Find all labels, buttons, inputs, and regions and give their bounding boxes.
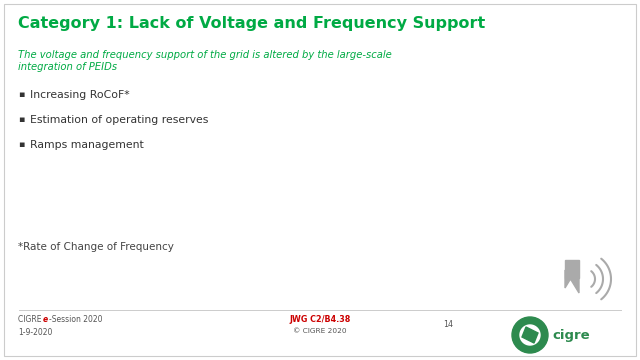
Text: © CIGRE 2020: © CIGRE 2020 [293, 328, 347, 334]
Polygon shape [522, 327, 538, 343]
Text: ▪: ▪ [18, 115, 24, 124]
Text: 14: 14 [443, 320, 453, 329]
FancyBboxPatch shape [565, 260, 579, 278]
Text: cigre: cigre [552, 328, 589, 342]
Text: *Rate of Change of Frequency: *Rate of Change of Frequency [18, 242, 174, 252]
Text: integration of PEIDs: integration of PEIDs [18, 62, 117, 72]
Text: Category 1: Lack of Voltage and Frequency Support: Category 1: Lack of Voltage and Frequenc… [18, 16, 485, 31]
Text: The voltage and frequency support of the grid is altered by the large-scale: The voltage and frequency support of the… [18, 50, 392, 60]
Text: ▪: ▪ [18, 140, 24, 149]
Text: Increasing RoCoF*: Increasing RoCoF* [30, 90, 130, 100]
Circle shape [520, 325, 540, 345]
Text: CIGRE: CIGRE [18, 315, 44, 324]
Circle shape [512, 317, 548, 353]
Text: Ramps management: Ramps management [30, 140, 144, 150]
Text: -Session 2020: -Session 2020 [49, 315, 102, 324]
Polygon shape [565, 265, 579, 293]
Text: JWG C2/B4.38: JWG C2/B4.38 [289, 315, 351, 324]
Text: e: e [43, 315, 48, 324]
Text: Estimation of operating reserves: Estimation of operating reserves [30, 115, 209, 125]
Text: ▪: ▪ [18, 90, 24, 99]
Text: 1-9-2020: 1-9-2020 [18, 328, 52, 337]
